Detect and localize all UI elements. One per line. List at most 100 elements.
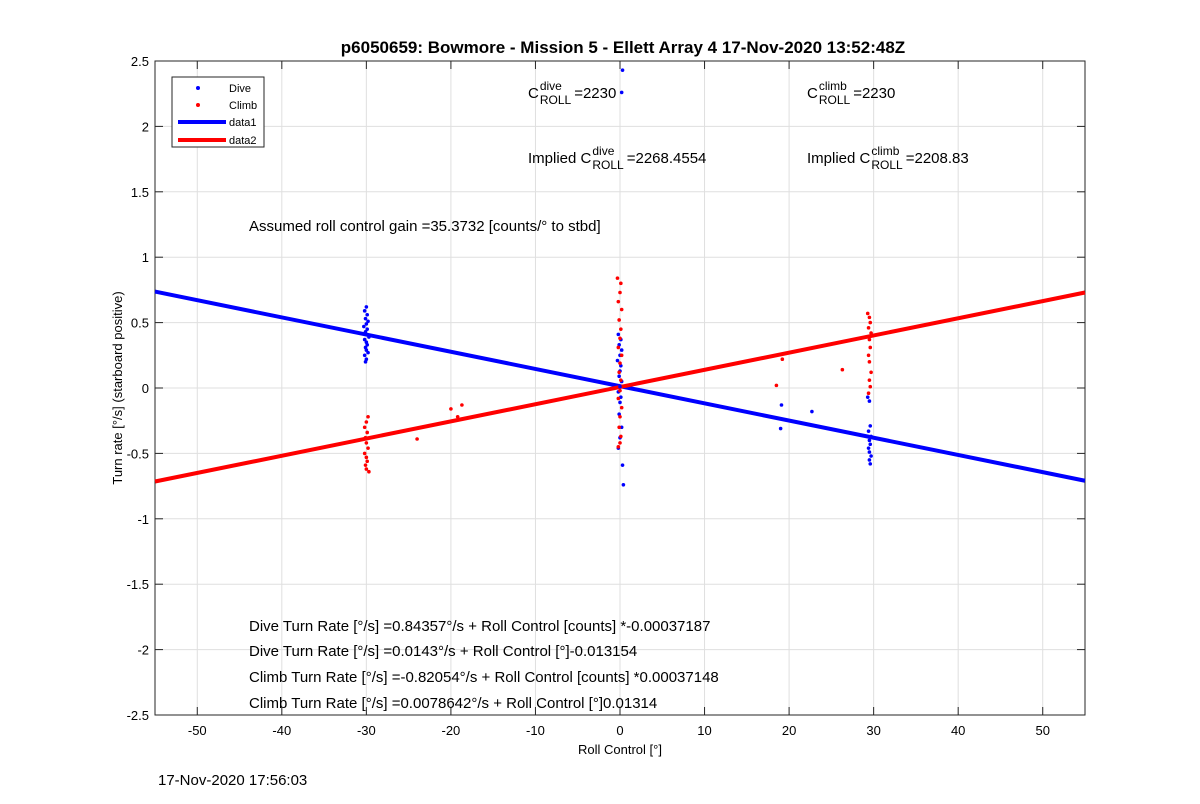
legend-marker-dive: [196, 86, 200, 90]
dive-point: [618, 384, 622, 389]
climb-point: [618, 388, 622, 393]
climb-point: [619, 307, 624, 312]
c-roll-dive-base: C: [528, 85, 539, 102]
c-roll-dive: C: [528, 85, 539, 102]
climb-point: [460, 403, 464, 407]
fit-equation: Climb Turn Rate [°/s] =-0.82054°/s + Rol…: [249, 669, 719, 686]
climb-point: [618, 441, 622, 445]
x-tick-label: -50: [188, 723, 207, 738]
climb-point: [866, 391, 871, 396]
legend-label: data2: [229, 135, 257, 147]
y-tick-label: -2.5: [127, 708, 149, 723]
climb-point: [449, 407, 453, 411]
dive-point: [617, 374, 621, 379]
climb-point: [415, 437, 419, 441]
climb-point: [364, 420, 369, 424]
climb-point: [615, 276, 620, 280]
climb-point: [840, 367, 845, 372]
c-roll-climb-sup: climb: [819, 79, 847, 93]
dive-point: [867, 438, 872, 443]
dive-point: [619, 425, 624, 430]
dive-point: [362, 353, 367, 358]
climb-point: [774, 383, 779, 388]
x-tick-label: 20: [782, 723, 796, 738]
dive-point: [364, 348, 369, 352]
climb-point: [619, 405, 624, 410]
climb-point: [618, 361, 622, 365]
implied-c-roll-dive-sup: dive: [592, 144, 614, 158]
climb-point: [866, 353, 871, 358]
climb-point: [867, 360, 872, 364]
dive-point: [616, 332, 621, 337]
implied-c-roll-dive-prefix: Implied C: [528, 150, 592, 167]
dive-point: [362, 309, 367, 313]
axis-ticks: -50 -40 -30 -20 -10 0 10 20 30 40 50-2.5-2-1.5-1-0…: [127, 54, 1085, 738]
legend-box: [171, 76, 265, 148]
climb-point: [616, 299, 621, 304]
dive-point: [810, 409, 814, 414]
dive-point: [621, 482, 626, 487]
climb-point: [869, 370, 873, 375]
y-tick-label: -1: [137, 512, 149, 527]
implied-c-roll-dive-value: =2268.4554: [627, 150, 707, 167]
footer-timestamp: 17-Nov-2020 17:56:03: [158, 772, 308, 789]
dive-point: [365, 343, 370, 347]
climb-point: [618, 414, 622, 419]
roll-gain-annotation: Assumed roll control gain =35.3732 [coun…: [249, 218, 601, 235]
dive-point: [365, 327, 370, 331]
legend-label: Climb: [229, 100, 257, 112]
dive-point: [866, 446, 871, 450]
dive-point: [620, 463, 625, 467]
dive-point: [365, 312, 370, 317]
dive-point: [363, 316, 368, 321]
x-tick-label: 10: [697, 723, 711, 738]
y-tick-label: 0.5: [131, 316, 149, 331]
climb-point: [365, 430, 370, 435]
climb-point: [364, 467, 369, 471]
y-tick-label: 1: [142, 250, 149, 265]
climb-point: [868, 320, 873, 325]
y-tick-label: 1.5: [131, 185, 149, 200]
x-tick-label: 30: [866, 723, 880, 738]
climb-point: [619, 327, 623, 331]
implied-c-roll-climb-sub: ROLL: [871, 158, 903, 172]
climb-point: [867, 337, 872, 342]
climb-point: [868, 384, 873, 389]
climb-point: [780, 357, 785, 362]
climb-point: [617, 370, 621, 375]
climb-point: [363, 463, 368, 467]
climb-point: [865, 311, 870, 316]
y-tick-label: -1.5: [127, 577, 149, 592]
climb-point: [617, 318, 621, 322]
climb-point: [867, 315, 872, 320]
implied-c-roll-climb: Implied C: [807, 150, 871, 167]
x-tick-label: 40: [951, 723, 965, 738]
dive-point: [869, 454, 873, 458]
climb-point: [366, 414, 370, 419]
fit-equation: Climb Turn Rate [°/s] =0.0078642°/s + Ro…: [249, 695, 657, 712]
c-roll-climb-value: =2230: [853, 85, 895, 102]
dive-point: [865, 395, 870, 399]
dive-point: [779, 403, 784, 407]
climb-point: [365, 459, 370, 464]
dive-point: [866, 429, 871, 433]
climb-point: [364, 455, 369, 460]
dive-point: [366, 350, 370, 355]
dive-point: [367, 335, 371, 339]
dive-point: [364, 305, 369, 309]
x-tick-label: -40: [272, 723, 291, 738]
chart-title: p6050659: Bowmore - Mission 5 - Ellett A…: [341, 38, 905, 57]
climb-point: [455, 414, 460, 419]
climb-point: [366, 446, 370, 450]
climb-point: [618, 336, 622, 341]
y-tick-label: 2.5: [131, 54, 149, 69]
x-tick-label: -10: [526, 723, 545, 738]
dive-point: [363, 360, 368, 364]
climb-point: [364, 441, 369, 445]
x-tick-label: -30: [357, 723, 376, 738]
dive-point: [867, 458, 872, 462]
implied-c-roll-climb-prefix: Implied C: [807, 150, 871, 167]
climb-point: [619, 353, 624, 358]
